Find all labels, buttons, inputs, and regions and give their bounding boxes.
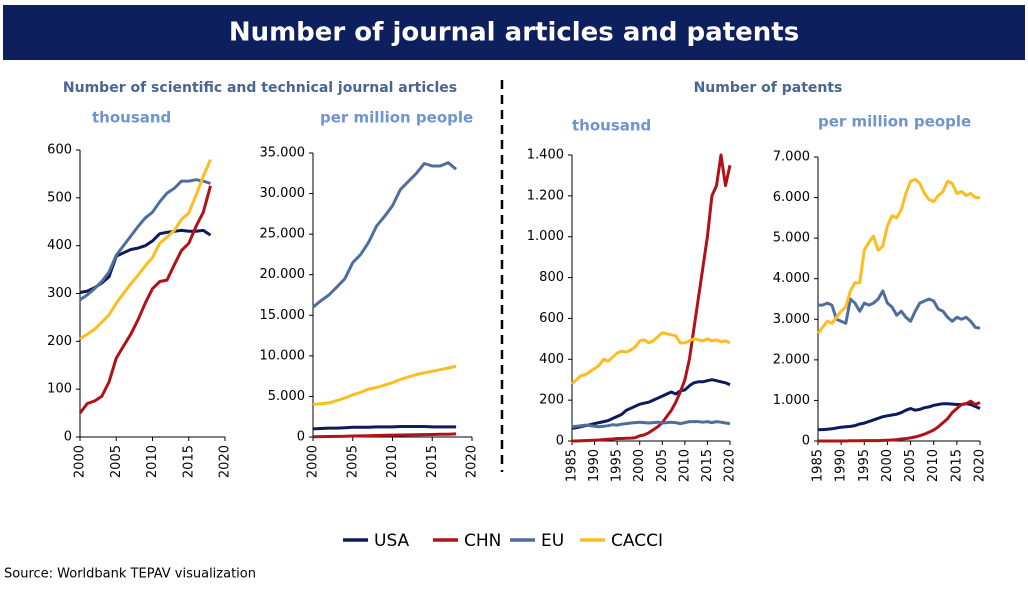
y-tick-label: 0: [297, 430, 305, 445]
subtitle: per million people: [818, 113, 971, 131]
y-tick-label: 30.000: [260, 186, 306, 201]
x-tick-label: 2010: [677, 449, 692, 482]
x-tick-label: 2005: [345, 445, 360, 478]
y-tick-label: 200: [47, 334, 72, 349]
x-tick-label: 2020: [218, 445, 233, 478]
y-tick-label: 15.000: [260, 308, 306, 323]
x-tick-label: 2020: [723, 449, 738, 482]
source: Source: Worldbank TEPAV visualization: [4, 567, 256, 582]
y-tick-label: 3.000: [773, 312, 810, 327]
section-title: Number of patents: [694, 80, 843, 96]
x-tick-label: 2010: [926, 449, 941, 482]
y-tick-label: 200: [539, 393, 564, 408]
series-line: [818, 402, 981, 432]
y-tick-label: 1.000: [773, 393, 810, 408]
legend-label: CACCI: [611, 531, 663, 551]
title: Number of journal articles and patents: [229, 18, 799, 48]
x-tick-label: 2000: [73, 445, 88, 478]
y-tick-label: 600: [539, 311, 564, 326]
y-tick-label: 800: [539, 270, 564, 285]
y-tick-label: 0: [802, 434, 810, 449]
x-tick-label: 2005: [655, 449, 670, 482]
x-tick-label: 1990: [587, 449, 602, 482]
y-tick-label: 5.000: [773, 231, 810, 246]
x-tick-label: 2015: [425, 445, 440, 478]
y-tick-label: 7.000: [773, 150, 810, 165]
x-tick-label: 2005: [109, 445, 124, 478]
y-tick-label: 4.000: [773, 271, 810, 286]
series-line: [816, 177, 980, 335]
series-line: [78, 185, 212, 415]
y-tick-label: 25.000: [260, 227, 306, 242]
legend-label: USA: [374, 531, 410, 551]
legend-label: EU: [541, 531, 564, 551]
y-tick-label: 10.000: [260, 348, 306, 363]
series-line: [818, 399, 981, 443]
series-line: [570, 331, 731, 385]
y-tick-label: 400: [539, 352, 564, 367]
series-line: [572, 153, 732, 443]
section-title: Number of scientific and technical journ…: [63, 80, 457, 96]
subtitle: per million people: [320, 109, 473, 127]
y-tick-label: 0: [64, 430, 72, 445]
y-tick-label: 400: [47, 238, 72, 253]
series-line: [79, 178, 211, 301]
y-tick-label: 6.000: [773, 190, 810, 205]
x-tick-label: 2000: [632, 449, 647, 482]
y-tick-label: 20.000: [260, 267, 306, 282]
x-tick-label: 2015: [949, 449, 964, 482]
y-tick-label: 2.000: [773, 352, 810, 367]
y-tick-label: 600: [47, 143, 72, 158]
x-tick-label: 2015: [700, 449, 715, 482]
x-tick-label: 2005: [903, 449, 918, 482]
y-tick-label: 500: [47, 190, 72, 205]
series-line: [312, 425, 457, 431]
x-tick-label: 2000: [880, 449, 895, 482]
y-tick-label: 1.200: [527, 188, 564, 203]
subtitle: thousand: [572, 117, 651, 135]
y-tick-label: 1.000: [527, 229, 564, 244]
title-bar: [3, 5, 1025, 60]
series-line: [571, 378, 731, 430]
x-tick-label: 2010: [385, 445, 400, 478]
x-tick-label: 1995: [857, 449, 872, 482]
y-tick-label: 35.000: [260, 146, 306, 161]
legend-label: CHN: [464, 531, 501, 551]
x-tick-label: 2015: [181, 445, 196, 478]
subtitle: thousand: [92, 109, 171, 127]
x-tick-label: 1990: [834, 449, 849, 482]
series-line: [571, 420, 731, 429]
series-line: [818, 289, 981, 330]
y-tick-label: 100: [47, 382, 72, 397]
x-tick-label: 2010: [145, 445, 160, 478]
series-line: [312, 161, 458, 309]
x-tick-label: 1995: [610, 449, 625, 482]
series-line: [79, 159, 212, 341]
y-tick-label: 0: [556, 434, 564, 449]
x-tick-label: 1985: [565, 449, 580, 482]
y-tick-label: 5.000: [268, 389, 305, 404]
x-tick-label: 2020: [973, 449, 988, 482]
series-line: [312, 364, 457, 406]
x-tick-label: 2020: [465, 445, 480, 478]
series-line: [312, 432, 457, 439]
x-tick-label: 2000: [306, 445, 321, 478]
x-tick-label: 1985: [811, 449, 826, 482]
y-tick-label: 1.400: [527, 148, 564, 163]
y-tick-label: 300: [47, 286, 72, 301]
